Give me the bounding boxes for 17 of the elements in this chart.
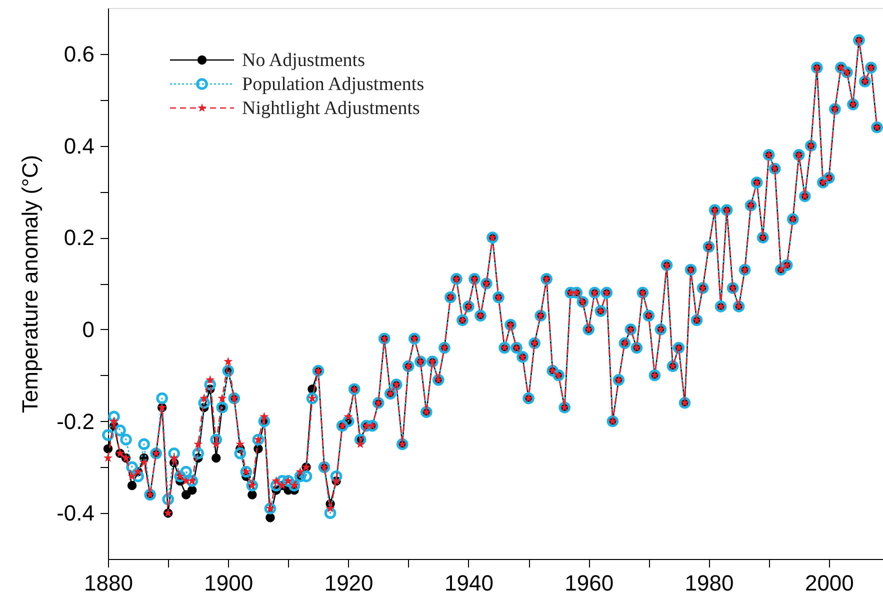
y-tick-label: 0.6 <box>64 41 94 66</box>
x-tick-label: 1940 <box>444 570 494 596</box>
legend-label: No Adjustments <box>242 50 365 71</box>
legend-label: Population Adjustments <box>242 74 424 95</box>
x-tick-label: 1880 <box>84 570 133 596</box>
y-tick-label: -0.4 <box>56 500 94 526</box>
x-tick-label: 1920 <box>324 570 374 596</box>
y-tick-label: -0.2 <box>56 408 94 434</box>
x-tick-label: 1900 <box>204 570 254 596</box>
y-tick-label: 0 <box>82 316 94 342</box>
x-tick-label: 1960 <box>564 570 614 596</box>
y-tick-label: 0.2 <box>64 225 94 250</box>
x-tick-label: 2000 <box>804 570 854 596</box>
y-axis-title: Temperature anomaly (°C) <box>18 154 43 414</box>
x-tick-label: 1980 <box>684 570 734 596</box>
legend-label: Nightlight Adjustments <box>242 98 420 119</box>
y-tick-label: 0.4 <box>64 133 94 158</box>
